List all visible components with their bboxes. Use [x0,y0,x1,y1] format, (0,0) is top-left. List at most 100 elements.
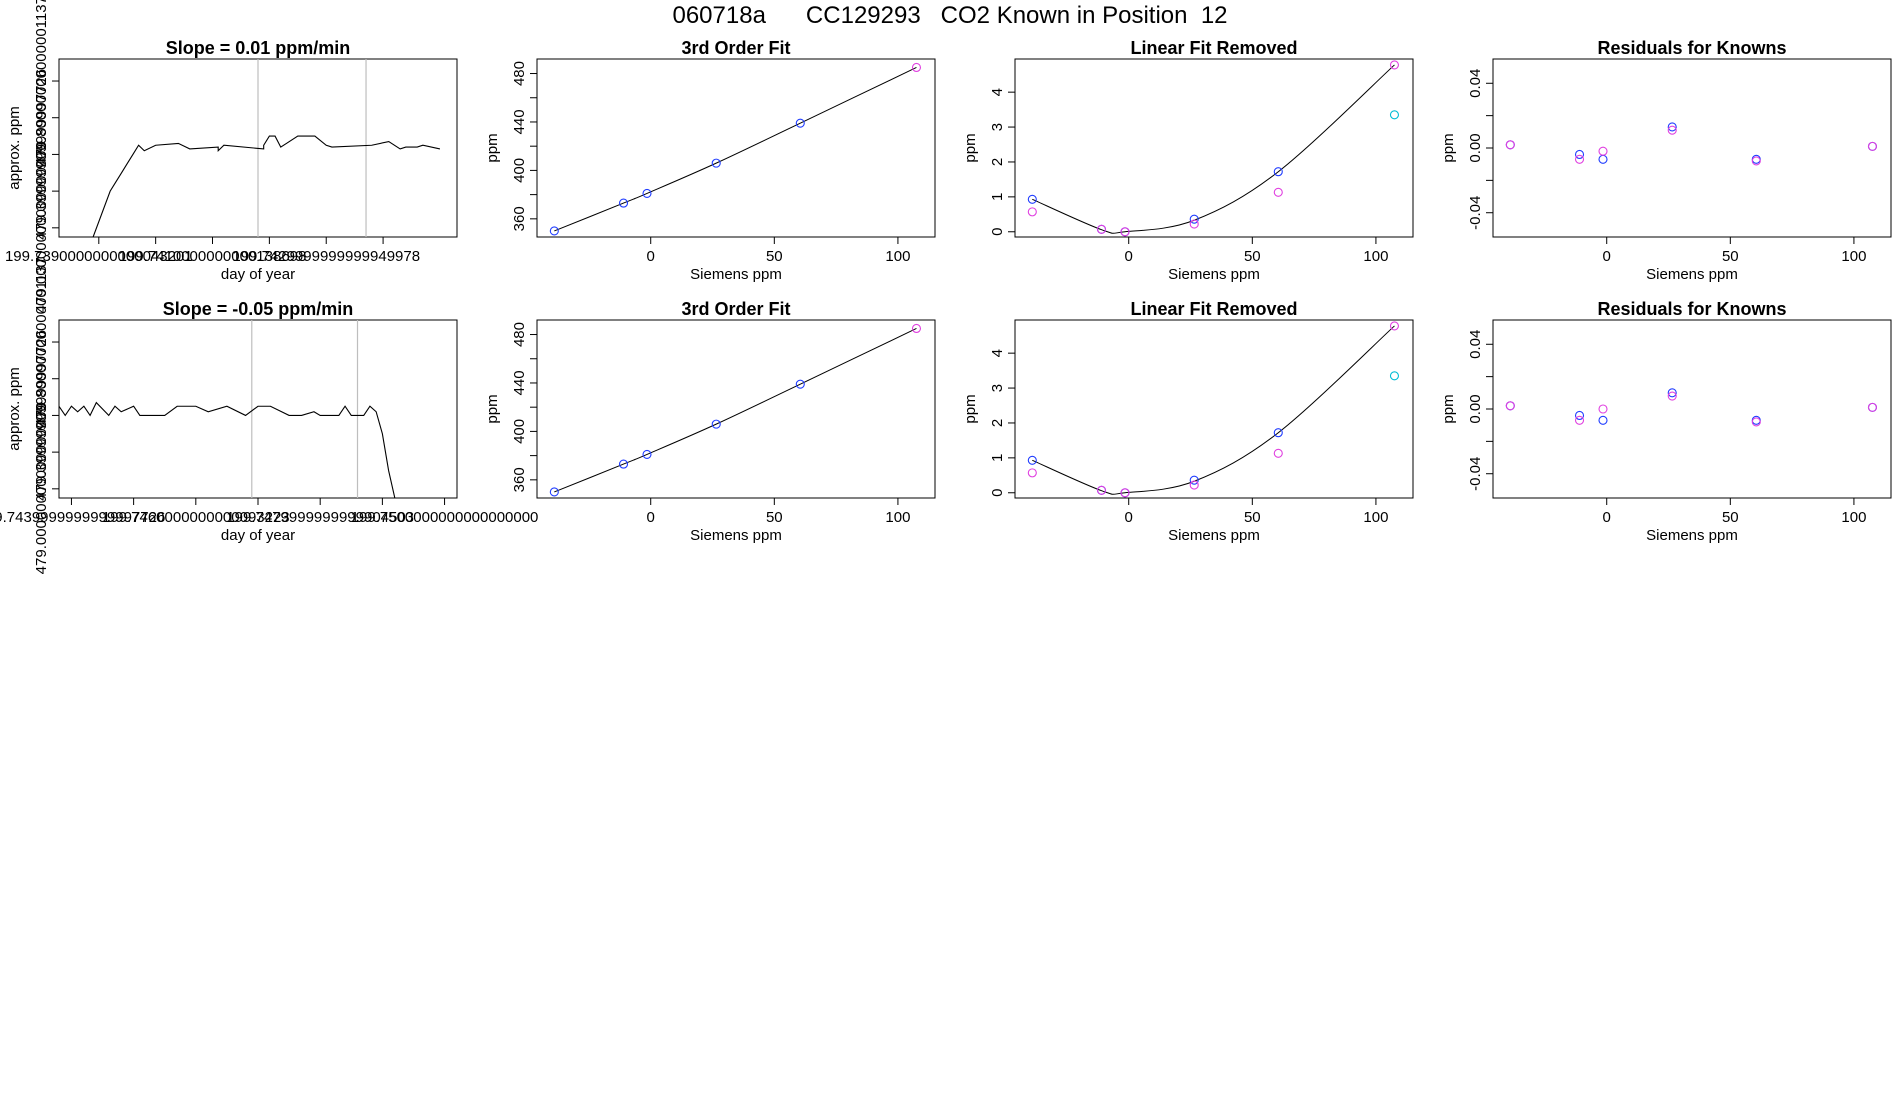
y-tick-label: 479.80000000000001137 [33,0,50,166]
y-tick-label: 480 [511,61,528,86]
chart-title: Residuals for Knowns [1597,38,1786,58]
data-point [1027,468,1037,478]
y-axis-label: ppm [1440,133,1457,162]
chart-panel-5: Slope = -0.05 ppm/min 199.743999999999999… [0,257,538,574]
y-tick-label: 1 [989,454,1006,462]
x-axis-label: Siemens ppm [1646,527,1738,544]
data-point [1598,404,1608,414]
chart-title: 3rd Order Fit [681,299,790,319]
data-point [1096,485,1107,495]
plot-frame [1492,58,1892,238]
y-tick-label: -0.04 [1467,457,1484,491]
plot-area [92,135,441,237]
x-axis-label: Siemens ppm [690,266,782,283]
data-point [1598,146,1608,156]
data-point [1574,410,1585,421]
data-point [1667,122,1677,132]
data-point [1273,187,1283,197]
chart-panel-1: Slope = 0.01 ppm/min 199.7390000000000043… [5,0,458,313]
data-point [1389,60,1400,70]
data-point [1389,110,1400,120]
x-tick-label: 199.7410000000000138698 [119,248,307,265]
data-point [618,198,629,208]
data-point [1273,167,1283,177]
data-point [618,459,629,469]
plot-area [1505,388,1878,427]
fit-curve [1032,64,1395,234]
data-point [1389,321,1400,331]
data-point [1027,194,1037,204]
y-tick-label: -0.04 [1467,196,1484,230]
x-tick-label: 199.7479999999999904503 [226,509,414,526]
x-tick-label: 50 [1722,509,1739,526]
data-point [911,323,922,334]
chart-title: Slope = -0.05 ppm/min [163,299,354,319]
fit-curve [554,328,917,493]
data-point [1867,402,1878,412]
y-tick-label: 1 [989,193,1006,201]
x-tick-label: 0 [1125,509,1133,526]
x-tick-label: 199.7429999999999949978 [232,248,420,265]
data-point [1667,388,1677,398]
y-tick-label: 479.80000000000001137 [33,257,50,427]
plot-frame [1014,319,1414,499]
x-tick-label: 100 [1363,248,1388,265]
x-tick-label: 0 [1603,248,1611,265]
y-tick-label: 3 [989,384,1006,392]
x-tick-label: 0 [647,248,655,265]
data-point [1505,140,1515,150]
data-point [1189,214,1199,224]
x-tick-label: 50 [766,509,783,526]
chart-panel-2: 3rd Order Fit 0 50 100 360 400 440 480 Siemens p… [484,38,936,283]
x-tick-label: 50 [1722,248,1739,265]
data-point [911,62,922,73]
data-point [642,449,652,459]
data-point [1189,219,1199,229]
x-tick-label: 100 [1841,248,1866,265]
chart-title: 3rd Order Fit [681,38,790,58]
x-tick-label: 199.7460000000000093223 [102,509,290,526]
page-title: 060718a CC129293 CO2 Known in Position 1… [672,2,1228,29]
data-point [795,118,805,128]
y-tick-label: 3 [989,123,1006,131]
y-axis-label: ppm [962,394,979,423]
plot-area [549,323,922,497]
y-tick-label: 479.00000000000000000 [33,403,50,574]
y-axis-label: ppm [484,133,501,162]
y-axis-label: ppm [1440,394,1457,423]
plot-area [1027,321,1400,498]
y-tick-label: 479.39999999999997726 [33,330,50,501]
plot-area [549,62,922,236]
series-line [92,135,441,237]
chart-panel-4: Residuals for Knowns 0 50 100 -0.04 0.00 0.04 S… [1440,38,1892,283]
data-point [1389,371,1400,381]
y-tick-label: 4 [989,349,1006,357]
plot-area [1505,122,1878,166]
data-point [1667,125,1677,135]
chart-panel-6: 3rd Order Fit 0 50 100 360 400 440 480 Siemens p… [484,299,936,544]
data-point [1751,417,1761,427]
y-tick-label: 2 [989,419,1006,427]
data-point [1867,141,1878,151]
x-axis-label: Siemens ppm [1646,266,1738,283]
plot-frame [1492,319,1892,499]
data-point [1273,448,1283,458]
data-point [711,419,721,429]
data-point [711,158,721,168]
data-point [1574,154,1585,164]
fit-curve [554,67,917,232]
y-tick-label: 4 [989,88,1006,96]
fit-curve [1032,325,1395,495]
plot-area [1027,60,1400,237]
y-tick-label: 479.00000000000000000 [33,142,50,313]
data-point [1120,488,1130,498]
x-tick-label: 0 [1603,509,1611,526]
chart-panel-3: Linear Fit Removed 0 50 100 0 1 2 3 4 Siemens ppm… [962,38,1414,283]
x-tick-label: 0 [647,509,655,526]
y-tick-label: 480 [511,322,528,347]
x-tick-label: 0 [1125,248,1133,265]
plot-area [59,401,396,498]
y-tick-label: 479.39999999999997726 [33,69,50,240]
y-tick-label: 0.00 [1467,394,1484,423]
